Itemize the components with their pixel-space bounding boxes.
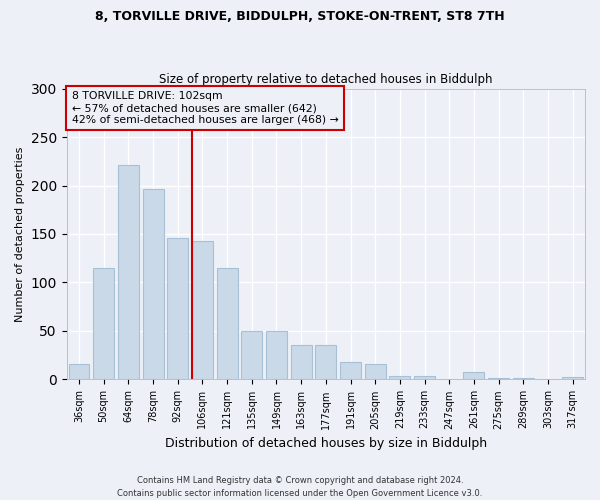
- Bar: [463, 372, 484, 380]
- Title: Size of property relative to detached houses in Biddulph: Size of property relative to detached ho…: [159, 73, 493, 86]
- Bar: [68, 364, 89, 380]
- Bar: [266, 331, 287, 380]
- Bar: [143, 190, 164, 380]
- Bar: [488, 378, 509, 380]
- Bar: [93, 268, 114, 380]
- Bar: [217, 268, 238, 380]
- Bar: [167, 238, 188, 380]
- Bar: [513, 378, 534, 380]
- Bar: [414, 376, 435, 380]
- Text: Contains HM Land Registry data © Crown copyright and database right 2024.
Contai: Contains HM Land Registry data © Crown c…: [118, 476, 482, 498]
- Bar: [290, 344, 311, 380]
- Bar: [365, 364, 386, 380]
- Text: 8 TORVILLE DRIVE: 102sqm
← 57% of detached houses are smaller (642)
42% of semi-: 8 TORVILLE DRIVE: 102sqm ← 57% of detach…: [72, 92, 338, 124]
- Bar: [118, 165, 139, 380]
- Text: 8, TORVILLE DRIVE, BIDDULPH, STOKE-ON-TRENT, ST8 7TH: 8, TORVILLE DRIVE, BIDDULPH, STOKE-ON-TR…: [95, 10, 505, 23]
- Y-axis label: Number of detached properties: Number of detached properties: [15, 146, 25, 322]
- Bar: [389, 376, 410, 380]
- Bar: [340, 362, 361, 380]
- X-axis label: Distribution of detached houses by size in Biddulph: Distribution of detached houses by size …: [165, 437, 487, 450]
- Bar: [316, 344, 337, 380]
- Bar: [192, 241, 213, 380]
- Bar: [562, 376, 583, 380]
- Bar: [241, 331, 262, 380]
